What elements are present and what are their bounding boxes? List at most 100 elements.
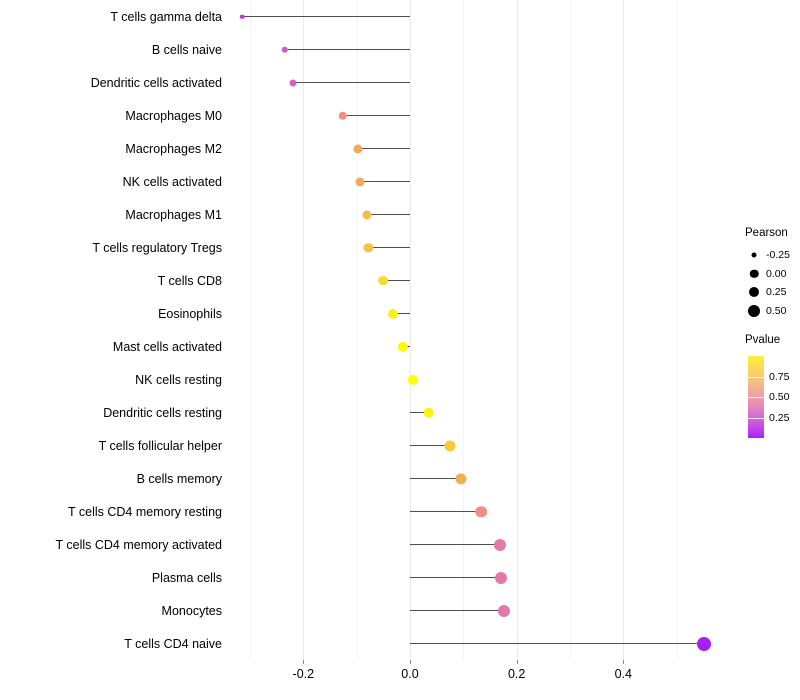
y-axis-labels: T cells gamma delta B cells naive Dendriti…	[0, 0, 223, 660]
y-axis-label: B cells memory	[136, 471, 222, 486]
y-axis-label: Macrophages M2	[125, 141, 222, 156]
lollipop-dot[interactable]	[363, 242, 374, 253]
lollipop-dot[interactable]	[497, 604, 510, 617]
lollipop-stem	[410, 543, 500, 546]
gridline-major	[623, 0, 625, 660]
lollipop-stem	[292, 81, 410, 84]
lollipop-stem	[392, 312, 410, 315]
x-tickmark	[303, 660, 305, 664]
y-axis-label: T cells CD4 memory activated	[55, 537, 223, 552]
lollipop-stem	[366, 213, 410, 216]
size-legend-label: 0.25	[766, 285, 787, 298]
x-axis-tick-label: 0.0	[401, 667, 419, 681]
lollipop-dot[interactable]	[281, 46, 288, 53]
lollipop-stem	[410, 510, 482, 513]
lollipop-stem	[242, 15, 410, 18]
lollipop-dot[interactable]	[697, 636, 712, 651]
gridline-minor	[570, 0, 571, 660]
colorbar-tick	[748, 376, 764, 378]
lollipop-dot[interactable]	[355, 177, 365, 186]
gridline-minor	[463, 0, 465, 660]
x-axis-tick-label: 0.4	[614, 667, 633, 681]
lollipop-dot[interactable]	[494, 571, 507, 584]
gridline-major	[303, 0, 305, 660]
colorbar-tick	[748, 417, 764, 419]
y-axis-label: T cells CD4 naive	[124, 636, 222, 651]
x-axis: -0.2 0.0 0.2 0.4	[234, 660, 730, 700]
lollipop-stem	[410, 411, 429, 414]
lollipop-dot[interactable]	[493, 538, 506, 551]
size-legend-dot	[751, 252, 757, 258]
colorbar-tick-label: 0.25	[769, 411, 790, 424]
lollipop-dot[interactable]	[387, 308, 398, 319]
lollipop-dot[interactable]	[239, 14, 245, 19]
y-axis-label: Dendritic cells activated	[90, 75, 222, 90]
lollipop-dot[interactable]	[378, 275, 389, 286]
lollipop-stem	[357, 147, 410, 150]
lollipop-stem	[410, 477, 461, 480]
lollipop-dot[interactable]	[397, 341, 409, 352]
lollipop-dot[interactable]	[455, 472, 467, 485]
color-legend-title: Pvalue	[745, 334, 781, 346]
x-tickmark	[516, 660, 518, 664]
y-axis-label: T cells CD4 memory resting	[68, 504, 222, 519]
gridline-minor	[250, 0, 251, 660]
size-legend-label: 0.50	[766, 304, 787, 317]
y-axis-label: Eosinophils	[158, 306, 222, 321]
y-axis-label: Mast cells activated	[112, 339, 222, 354]
lollipop-dot[interactable]	[423, 407, 434, 418]
y-axis-label: T cells regulatory Tregs	[92, 240, 222, 255]
y-axis-label: Macrophages M1	[125, 207, 222, 222]
lollipop-dot[interactable]	[444, 440, 456, 451]
lollipop-stem	[360, 180, 410, 183]
lollipop-dot[interactable]	[407, 374, 418, 385]
y-axis-label: Monocytes	[161, 603, 222, 618]
x-axis-tick-label: 0.2	[507, 667, 526, 681]
plot-panel	[234, 0, 730, 660]
gridline-minor	[676, 0, 678, 660]
lollipop-stem	[410, 444, 450, 447]
size-legend-item: 0.25	[740, 283, 800, 301]
y-axis-label: Macrophages M0	[125, 108, 222, 123]
gridline-minor	[356, 0, 358, 660]
lollipop-dot[interactable]	[362, 209, 372, 220]
x-tickmark	[623, 660, 625, 664]
size-legend-label: -0.25	[766, 248, 790, 261]
lollipop-stem	[383, 279, 410, 282]
y-axis-label: NK cells resting	[135, 372, 222, 387]
y-axis-label: T cells gamma delta	[110, 9, 222, 24]
lollipop-stem	[342, 114, 410, 117]
size-legend-item: 0.50	[740, 302, 800, 320]
lollipop-stem	[410, 576, 501, 579]
size-legend-dot	[748, 304, 760, 317]
lollipop-dot[interactable]	[338, 111, 348, 120]
lollipop-stem	[410, 642, 705, 645]
colorbar-tick-label: 0.75	[769, 370, 790, 383]
size-legend-dot	[749, 269, 759, 278]
lollipop-stem	[410, 609, 504, 612]
y-axis-label: NK cells activated	[122, 174, 222, 189]
lollipop-stem	[368, 246, 410, 249]
y-axis-label: Plasma cells	[151, 570, 222, 585]
size-legend-item: -0.25	[740, 246, 800, 264]
y-axis-label: Dendritic cells resting	[103, 405, 222, 420]
lollipop-dot[interactable]	[353, 144, 363, 153]
lollipop-dot[interactable]	[289, 79, 297, 86]
x-axis-tick-label: -0.2	[292, 667, 315, 681]
y-axis-label: B cells naive	[151, 42, 222, 57]
gridline-major	[410, 0, 411, 660]
y-axis-label: T cells follicular helper	[98, 438, 222, 453]
x-tickmark	[410, 660, 411, 664]
size-legend-item: 0.00	[740, 265, 800, 283]
size-legend-label: 0.00	[766, 267, 787, 280]
lollipop-stem	[284, 48, 410, 51]
gridline-major	[516, 0, 518, 660]
lollipop-dot[interactable]	[475, 505, 488, 518]
size-legend-dot	[749, 287, 759, 297]
colorbar-tick	[748, 397, 764, 398]
legend-area: Pearson Pvalue -0.25 0.00 0.25 0.50 0.75 0.50…	[740, 0, 800, 700]
y-axis-label: T cells CD8	[157, 273, 222, 288]
size-legend-title: Pearson	[745, 227, 788, 239]
colorbar-tick-label: 0.50	[769, 390, 790, 403]
